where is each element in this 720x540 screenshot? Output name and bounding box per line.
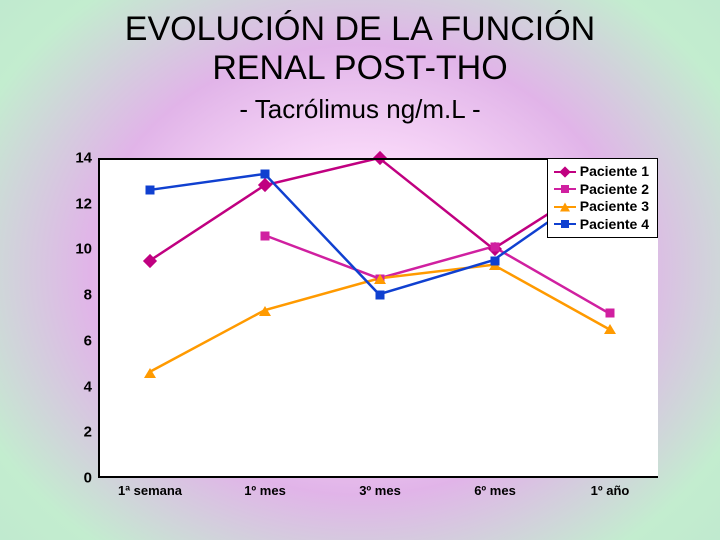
title-line-1: EVOLUCIÓN DE LA FUNCIÓN <box>125 10 595 48</box>
plot-area: Paciente 1Paciente 2Paciente 3Paciente 4… <box>98 158 658 478</box>
series-marker <box>491 256 500 265</box>
series-marker <box>144 368 156 378</box>
slide-title: EVOLUCIÓN DE LA FUNCIÓN RENAL POST-THO <box>0 0 720 88</box>
y-tick-label: 6 <box>48 332 92 349</box>
x-tick-label: 1ª semana <box>118 483 182 498</box>
y-tick-label: 4 <box>48 378 92 395</box>
legend-label: Paciente 2 <box>580 181 649 199</box>
series-marker <box>261 170 270 179</box>
y-tick-label: 14 <box>48 150 92 167</box>
series-marker <box>374 274 386 284</box>
chart: 02468101214 Paciente 1Paciente 2Paciente… <box>48 150 676 510</box>
y-tick-label: 12 <box>48 195 92 212</box>
legend: Paciente 1Paciente 2Paciente 3Paciente 4 <box>547 158 658 238</box>
legend-item: Paciente 4 <box>554 216 649 234</box>
series-marker <box>604 324 616 334</box>
slide-subtitle: - Tacrólimus ng/m.L - <box>0 94 720 125</box>
series-marker <box>491 243 500 252</box>
y-tick-label: 2 <box>48 424 92 441</box>
slide: EVOLUCIÓN DE LA FUNCIÓN RENAL POST-THO -… <box>0 0 720 540</box>
x-tick-label: 3º mes <box>359 483 401 498</box>
legend-item: Paciente 1 <box>554 163 649 181</box>
legend-swatch <box>554 171 576 173</box>
y-tick-label: 10 <box>48 241 92 258</box>
legend-label: Paciente 3 <box>580 198 649 216</box>
legend-swatch <box>554 223 576 225</box>
series-marker <box>146 186 155 195</box>
series-marker <box>259 306 271 316</box>
series-marker <box>606 309 615 318</box>
title-line-2: RENAL POST-THO <box>212 49 507 87</box>
x-tick-label: 1º mes <box>244 483 286 498</box>
legend-swatch <box>554 206 576 208</box>
y-tick-label: 8 <box>48 287 92 304</box>
x-tick-label: 1º año <box>591 483 630 498</box>
x-tick-label: 6º mes <box>474 483 516 498</box>
legend-label: Paciente 4 <box>580 216 649 234</box>
y-tick-label: 0 <box>48 470 92 487</box>
legend-swatch <box>554 188 576 190</box>
series-marker <box>261 231 270 240</box>
legend-label: Paciente 1 <box>580 163 649 181</box>
series-marker <box>376 291 385 300</box>
legend-item: Paciente 3 <box>554 198 649 216</box>
legend-item: Paciente 2 <box>554 181 649 199</box>
series-line <box>150 158 607 260</box>
